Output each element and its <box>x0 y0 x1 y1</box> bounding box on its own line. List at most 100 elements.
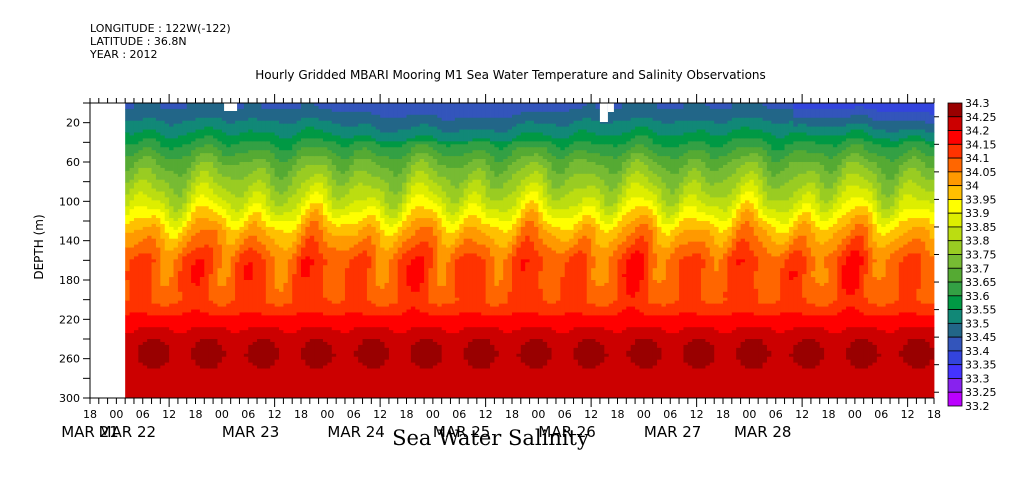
contour-cell <box>657 282 662 304</box>
contour-cell <box>890 194 895 207</box>
contour-cell <box>428 218 434 228</box>
contour-cell <box>349 176 355 189</box>
contour-cell <box>349 203 355 213</box>
contour-cell <box>283 232 289 251</box>
contour-cell <box>138 103 144 122</box>
contour-cell <box>617 232 623 245</box>
contour-cell <box>591 206 596 219</box>
contour-cell <box>890 303 895 316</box>
contour-cell <box>446 221 451 234</box>
contour-cell <box>762 303 768 316</box>
contour-cell <box>551 156 557 172</box>
contour-cell <box>635 309 640 328</box>
contour-cell <box>731 188 737 201</box>
contour-cell <box>560 138 566 151</box>
contour-cell <box>155 226 161 248</box>
contour-cell <box>507 194 513 210</box>
contour-cell <box>450 215 456 225</box>
contour-cell <box>569 312 574 331</box>
contour-cell <box>542 123 548 136</box>
contour-cell <box>762 344 768 363</box>
contour-cell <box>296 330 302 399</box>
contour-cell <box>573 223 579 234</box>
contour-cell <box>547 141 552 154</box>
x-hour-label: 18 <box>927 408 941 421</box>
contour-cell <box>533 103 539 113</box>
contour-cell <box>881 111 887 122</box>
contour-cell <box>503 333 509 399</box>
contour-cell <box>898 221 904 237</box>
contour-cell <box>824 306 829 316</box>
contour-cell <box>353 103 359 113</box>
x-hour-label: 00 <box>742 408 756 421</box>
contour-cell <box>525 132 530 142</box>
colorbar-swatch <box>947 364 963 379</box>
contour-cell <box>305 226 311 240</box>
contour-cell <box>876 200 882 213</box>
contour-cell <box>490 238 495 257</box>
contour-cell <box>652 365 658 399</box>
contour-cell <box>485 103 491 119</box>
contour-cell <box>595 341 601 366</box>
contour-cell <box>802 150 807 163</box>
contour-cell <box>375 103 381 116</box>
contour-cell <box>841 309 847 331</box>
contour-cell <box>885 218 891 225</box>
contour-cell <box>287 303 293 316</box>
contour-cell <box>810 170 816 184</box>
contour-cell <box>186 212 192 222</box>
contour-cell <box>727 103 733 110</box>
contour-cell <box>775 221 781 234</box>
contour-cell <box>441 191 447 204</box>
contour-cell <box>806 103 812 110</box>
contour-cell <box>155 141 161 154</box>
contour-cell <box>608 303 614 316</box>
contour-cell <box>239 153 245 163</box>
contour-cell <box>705 365 711 399</box>
contour-cell <box>533 141 539 148</box>
contour-cell <box>371 176 377 189</box>
contour-cell <box>701 229 706 243</box>
contour-cell <box>151 159 157 175</box>
contour-cell <box>670 135 676 148</box>
contour-cell <box>287 197 293 213</box>
contour-cell <box>248 173 254 186</box>
contour-cell <box>863 103 869 110</box>
contour-cell <box>318 138 324 148</box>
contour-cell <box>129 179 135 189</box>
contour-cell <box>744 126 750 139</box>
contour-cell <box>885 333 891 399</box>
contour-cell <box>520 141 526 148</box>
contour-cell <box>758 194 763 210</box>
contour-cell <box>419 182 425 195</box>
contour-cell <box>907 179 913 195</box>
contour-cell <box>476 103 482 119</box>
contour-cell <box>525 203 530 213</box>
contour-cell <box>815 162 821 175</box>
contour-cell <box>498 150 504 163</box>
contour-cell <box>920 200 926 210</box>
contour-cell <box>476 179 482 195</box>
contour-cell <box>846 212 851 225</box>
contour-cell <box>406 265 412 287</box>
contour-cell <box>454 144 460 157</box>
contour-cell <box>687 256 693 313</box>
contour-cell <box>714 271 720 304</box>
contour-cell <box>366 123 372 136</box>
contour-cell <box>573 132 579 142</box>
contour-cell <box>393 223 399 234</box>
contour-cell <box>261 108 267 122</box>
contour-cell <box>388 209 394 219</box>
contour-cell <box>257 212 262 228</box>
contour-cell <box>195 129 201 139</box>
contour-cell <box>476 218 482 231</box>
x-hour-label: 06 <box>874 408 888 421</box>
contour-cell <box>872 144 878 154</box>
contour-cell <box>147 129 152 139</box>
contour-cell <box>331 356 337 399</box>
contour-cell <box>235 262 240 316</box>
contour-cell <box>503 159 509 172</box>
contour-cell <box>191 182 196 195</box>
contour-cell <box>314 138 319 148</box>
contour-cell <box>424 197 429 210</box>
